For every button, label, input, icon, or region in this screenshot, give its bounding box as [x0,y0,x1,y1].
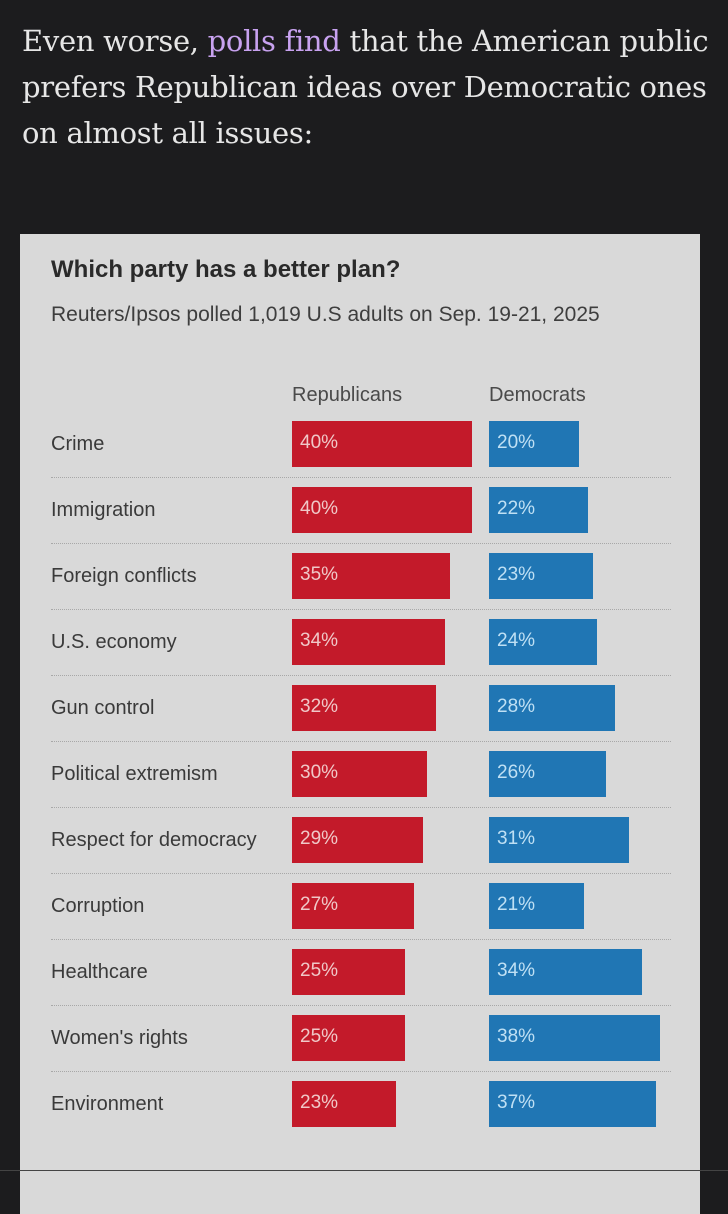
bar-republicans: 25% [292,1015,405,1061]
bar-republicans: 40% [292,487,472,533]
bar-republicans: 40% [292,421,472,467]
chart-subtitle: Reuters/Ipsos polled 1,019 U.S adults on… [51,303,600,326]
chart-title: Which party has a better plan? [51,256,401,283]
row-separator [51,1071,671,1072]
bar-democrats: 34% [489,949,642,995]
bar-value-label: 34% [497,960,536,981]
row-label: Environment [51,1093,164,1115]
bar-republicans: 32% [292,685,436,731]
bar-democrats: 23% [489,553,593,599]
bar-value-label: 23% [300,1092,339,1113]
bar-democrats: 37% [489,1081,656,1127]
bar-democrats: 21% [489,883,584,929]
legend-republicans: Republicans [292,384,403,406]
chart-card: Which party has a better plan? Reuters/I… [20,234,700,1214]
intro-paragraph: Even worse, polls find that the American… [22,18,712,156]
bar-value-label: 34% [300,630,339,651]
row-separator [51,873,671,874]
bar-democrats: 38% [489,1015,660,1061]
row-separator [51,675,671,676]
bar-value-label: 35% [300,564,339,585]
row-label: Corruption [51,895,145,917]
bar-value-label: 24% [497,630,536,651]
row-label: Gun control [51,697,155,719]
bar-value-label: 31% [497,828,536,849]
bar-republicans: 34% [292,619,445,665]
bar-value-label: 40% [300,432,339,453]
bar-value-label: 25% [300,1026,339,1047]
bar-value-label: 25% [300,960,339,981]
bar-democrats: 20% [489,421,579,467]
row-separator [51,1005,671,1006]
bar-republicans: 25% [292,949,405,995]
intro-text-after: that the American public prefers Republi… [22,24,709,150]
polls-find-link[interactable]: polls find [207,24,341,58]
bar-value-label: 20% [497,432,536,453]
bar-republicans: 23% [292,1081,396,1127]
row-label: Women's rights [51,1027,188,1049]
bar-value-label: 37% [497,1092,536,1113]
row-separator [51,609,671,610]
row-label: Immigration [51,499,156,521]
row-separator [51,543,671,544]
bar-value-label: 30% [300,762,339,783]
bar-republicans: 30% [292,751,427,797]
bar-value-label: 27% [300,894,339,915]
row-label: Healthcare [51,961,148,983]
bar-democrats: 31% [489,817,629,863]
bar-republicans: 27% [292,883,414,929]
bar-democrats: 28% [489,685,615,731]
bar-value-label: 40% [300,498,339,519]
bar-republicans: 35% [292,553,450,599]
row-separator [51,939,671,940]
bar-value-label: 26% [497,762,536,783]
bar-value-label: 28% [497,696,536,717]
row-label: Foreign conflicts [51,565,197,587]
row-label: Respect for democracy [51,829,257,851]
bar-value-label: 32% [300,696,339,717]
bar-democrats: 22% [489,487,588,533]
legend-democrats: Democrats [489,384,586,406]
row-label: U.S. economy [51,631,177,653]
bar-value-label: 23% [497,564,536,585]
row-separator [51,807,671,808]
row-separator [51,477,671,478]
bar-value-label: 22% [497,498,536,519]
bar-democrats: 24% [489,619,597,665]
row-separator [51,741,671,742]
row-label: Crime [51,433,105,455]
bar-value-label: 29% [300,828,339,849]
bottom-divider [0,1170,728,1171]
row-label: Political extremism [51,763,218,785]
bar-value-label: 38% [497,1026,536,1047]
bar-value-label: 21% [497,894,536,915]
bar-republicans: 29% [292,817,423,863]
intro-text-before: Even worse, [22,24,208,58]
bar-democrats: 26% [489,751,606,797]
